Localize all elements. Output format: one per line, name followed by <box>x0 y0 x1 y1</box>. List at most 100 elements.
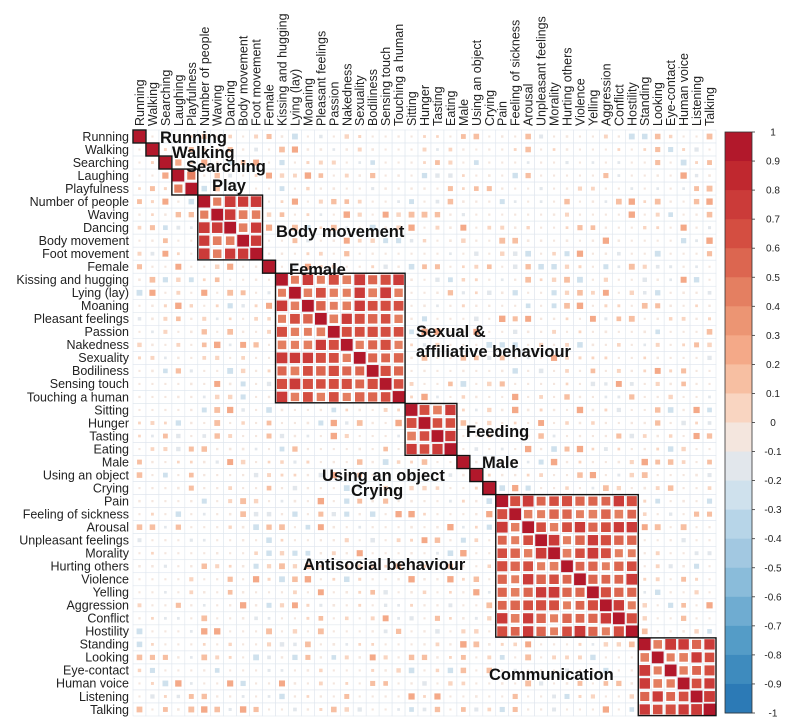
correlation-cell <box>488 630 491 633</box>
correlation-cell <box>643 369 647 373</box>
correlation-cell <box>253 563 259 569</box>
correlation-cell <box>692 665 701 675</box>
correlation-cell <box>190 317 193 320</box>
correlation-cell <box>344 511 350 517</box>
colorbar-tick-label: 0 <box>770 418 776 429</box>
correlation-cell <box>355 366 365 376</box>
correlation-cell <box>539 447 543 451</box>
correlation-cell <box>601 562 610 571</box>
correlation-cell <box>668 564 673 569</box>
correlation-cell <box>289 378 301 390</box>
correlation-cell <box>667 485 674 491</box>
correlation-cell <box>630 239 633 242</box>
correlation-cell <box>331 511 336 517</box>
row-label: Tasting <box>89 429 129 443</box>
correlation-cell <box>578 356 582 360</box>
correlation-cell <box>475 200 478 203</box>
correlation-cell <box>214 420 221 426</box>
correlation-cell <box>565 239 569 242</box>
row-label: Pleasant feelings <box>34 312 129 326</box>
correlation-cell <box>449 513 452 516</box>
correlation-cell <box>462 434 465 438</box>
correlation-cell <box>435 225 440 230</box>
correlation-cell <box>266 642 272 647</box>
correlation-cell <box>616 433 622 439</box>
correlation-cell <box>162 654 168 660</box>
correlation-cell <box>163 472 168 478</box>
correlation-cell <box>138 487 141 490</box>
correlation-cell <box>410 135 413 138</box>
correlation-cell <box>695 461 698 464</box>
column-label: Sensing touch <box>379 47 393 126</box>
correlation-cell <box>514 473 517 477</box>
correlation-cell <box>706 511 713 517</box>
correlation-cell <box>137 251 142 256</box>
correlation-cell <box>280 538 284 542</box>
correlation-cell <box>177 708 180 711</box>
column-label: Hostility <box>625 81 639 126</box>
correlation-cell <box>214 277 220 283</box>
correlation-cell <box>164 604 167 607</box>
correlation-cell <box>473 160 479 165</box>
correlation-cell <box>188 277 194 283</box>
column-label: Unpleasant feelings <box>535 16 549 126</box>
correlation-cell <box>214 706 220 713</box>
correlation-cell <box>656 239 659 242</box>
correlation-cell <box>512 264 518 269</box>
correlation-cell <box>449 317 452 320</box>
correlation-cell <box>535 534 547 547</box>
correlation-cell <box>419 405 430 415</box>
correlation-cell <box>267 460 271 464</box>
correlation-cell <box>216 486 219 490</box>
correlation-cell <box>410 187 413 190</box>
correlation-cell <box>708 265 711 268</box>
correlation-cell <box>540 213 543 216</box>
correlation-cell <box>292 485 298 491</box>
correlation-cell <box>578 708 582 711</box>
correlation-cell <box>461 238 466 243</box>
correlation-cell <box>151 265 154 268</box>
colorbar-segment <box>725 364 752 394</box>
correlation-cell <box>604 369 607 372</box>
correlation-cell <box>538 459 544 465</box>
correlation-cell <box>488 148 491 151</box>
correlation-cell <box>643 552 646 555</box>
correlation-cell <box>331 655 337 660</box>
correlation-cell <box>694 590 699 595</box>
correlation-cell <box>617 447 621 451</box>
correlation-cell <box>591 252 594 255</box>
correlation-cell <box>509 508 522 521</box>
correlation-cell <box>410 591 413 594</box>
correlation-cell <box>523 561 534 572</box>
correlation-cell <box>345 526 348 529</box>
column-label: Pleasant feelings <box>314 31 328 126</box>
correlation-cell <box>279 524 285 531</box>
correlation-cell <box>306 486 310 490</box>
correlation-cell <box>367 314 378 324</box>
correlation-cell <box>501 161 504 164</box>
correlation-cell <box>434 706 441 713</box>
correlation-cell <box>175 302 182 309</box>
correlation-cell <box>539 187 543 191</box>
correlation-cell <box>369 654 376 661</box>
correlation-cell <box>628 263 635 270</box>
correlation-cell <box>436 604 439 607</box>
correlation-cell <box>564 302 570 309</box>
correlation-cell <box>228 134 232 139</box>
colorbar-tick-label: 1 <box>770 128 776 139</box>
correlation-cell <box>290 366 300 376</box>
correlation-cell <box>343 211 350 218</box>
correlation-cell <box>266 212 272 217</box>
correlation-cell <box>306 213 310 217</box>
correlation-cell <box>448 681 453 686</box>
correlation-cell <box>445 418 456 428</box>
correlation-cell <box>331 198 337 205</box>
correlation-cell <box>487 225 492 230</box>
correlation-cell <box>694 147 699 152</box>
correlation-cell <box>602 289 609 296</box>
correlation-cell <box>488 278 491 281</box>
correlation-cell <box>332 487 335 490</box>
correlation-cell <box>617 239 621 242</box>
correlation-cell <box>669 500 672 503</box>
